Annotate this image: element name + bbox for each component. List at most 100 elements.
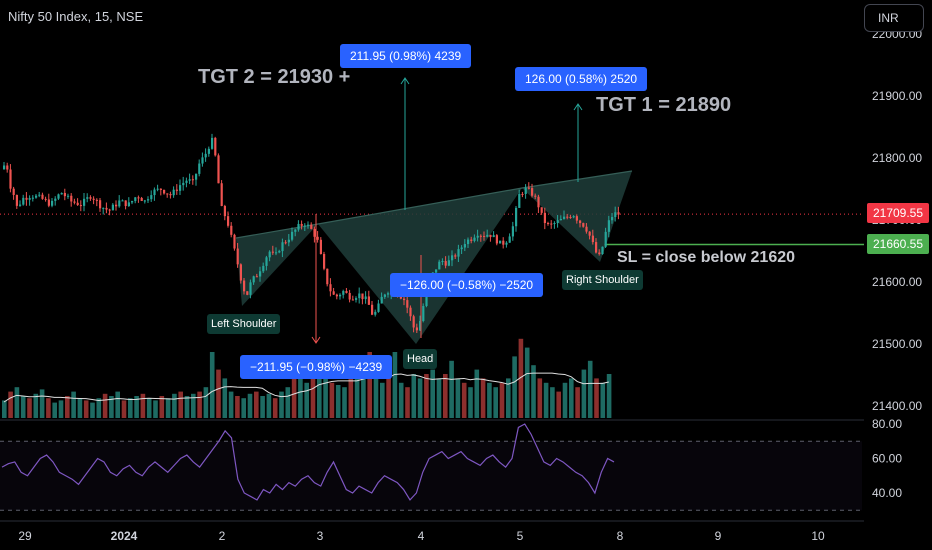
candle-body <box>524 187 527 194</box>
volume-bar <box>33 393 39 418</box>
candle-body <box>28 198 31 200</box>
candle-body <box>585 226 588 232</box>
candle-body <box>6 165 9 170</box>
candle-body <box>252 276 255 283</box>
volume-bar <box>373 360 379 418</box>
tgt1-annotation: TGT 1 = 21890 <box>596 94 732 116</box>
volume-bar <box>468 387 473 418</box>
volume-bar <box>537 378 543 418</box>
volume-bar <box>317 356 322 418</box>
measure-tgt1-label: 126.00 (0.58%) 2520 <box>515 67 648 91</box>
volume-bar <box>241 398 246 418</box>
candle-body <box>460 247 463 250</box>
candle-body <box>342 291 345 295</box>
candle-body <box>588 231 591 236</box>
volume-bar <box>606 374 612 418</box>
candle-body <box>19 204 22 206</box>
candle-body <box>387 293 390 295</box>
currency-button[interactable]: INR <box>864 4 924 32</box>
volume-bar <box>587 360 593 418</box>
candle-body <box>508 236 511 243</box>
price-axis-tick: 21900.00 <box>872 89 922 103</box>
candle-body <box>284 242 287 244</box>
volume-bar <box>140 393 146 418</box>
candle-body <box>515 207 518 227</box>
candle-body <box>297 223 300 230</box>
candle-body <box>364 296 367 300</box>
volume-bar <box>260 396 265 418</box>
candle-body <box>179 185 182 191</box>
symbol-title[interactable]: Nifty 50 Index, 15, NSE <box>8 9 144 24</box>
candle-body <box>537 196 540 208</box>
candle-body <box>591 235 594 243</box>
candle-body <box>51 200 54 206</box>
volume-bar <box>52 402 57 418</box>
candle-body <box>185 180 188 183</box>
candle-body <box>246 291 249 295</box>
candle-body <box>207 148 210 154</box>
volume-bar <box>304 382 309 418</box>
rsi-axis-tick: 60.00 <box>872 452 902 466</box>
candle-body <box>57 194 60 199</box>
head-label: Head <box>403 349 438 369</box>
volume-bar <box>153 400 158 418</box>
tgt1-arrowhead <box>573 103 583 111</box>
candle-body <box>355 298 358 300</box>
volume-bar <box>20 396 26 418</box>
candle-body <box>227 216 230 226</box>
volume-bar <box>569 378 574 418</box>
volume-bar <box>310 369 316 418</box>
candle-body <box>566 216 569 218</box>
candle-body <box>41 194 44 199</box>
volume-bar <box>128 398 133 418</box>
volume-bar <box>518 338 524 418</box>
candle-body <box>467 239 470 245</box>
candle-body <box>380 296 383 304</box>
volume-bar <box>443 374 448 418</box>
candle-body <box>521 193 524 195</box>
candle-body <box>243 280 246 292</box>
candle-body <box>572 216 575 218</box>
candle-body <box>300 223 303 226</box>
volume-bar <box>102 393 108 418</box>
candle-body <box>607 220 610 232</box>
candle-body <box>79 205 82 207</box>
candle-body <box>12 188 15 195</box>
volume-bar <box>71 391 76 418</box>
volume-bar <box>493 387 498 418</box>
candle-body <box>361 293 364 300</box>
volume-bar <box>77 398 83 418</box>
volume-bar <box>191 393 196 418</box>
volume-bar <box>354 378 360 418</box>
candle-body <box>534 195 537 197</box>
neckline <box>235 170 633 239</box>
candle-body <box>419 320 422 331</box>
candle-body <box>89 197 92 199</box>
candle-body <box>553 223 556 225</box>
volume-bar <box>203 387 209 418</box>
candle-body <box>22 197 25 205</box>
candle-body <box>492 235 495 238</box>
candle-body <box>326 268 329 285</box>
candle-body <box>217 155 220 184</box>
candle-body <box>172 189 175 196</box>
volume-bar <box>411 374 417 418</box>
candle-body <box>489 234 492 238</box>
volume-bar <box>524 347 530 418</box>
candle-body <box>9 169 12 189</box>
candle-body <box>323 254 326 269</box>
candle-body <box>575 216 578 221</box>
volume-ma-line <box>3 372 609 403</box>
candle-body <box>598 252 601 255</box>
volume-bar <box>285 387 291 418</box>
volume-bar <box>506 378 511 418</box>
time-axis-tick: 2 <box>219 529 226 543</box>
volume-bar <box>594 378 599 418</box>
volume-bar <box>46 398 51 418</box>
time-axis-tick: 4 <box>418 529 425 543</box>
candle-body <box>63 192 66 197</box>
head-triangle <box>318 188 522 344</box>
candle-body <box>422 305 425 321</box>
candle-body <box>121 200 124 202</box>
